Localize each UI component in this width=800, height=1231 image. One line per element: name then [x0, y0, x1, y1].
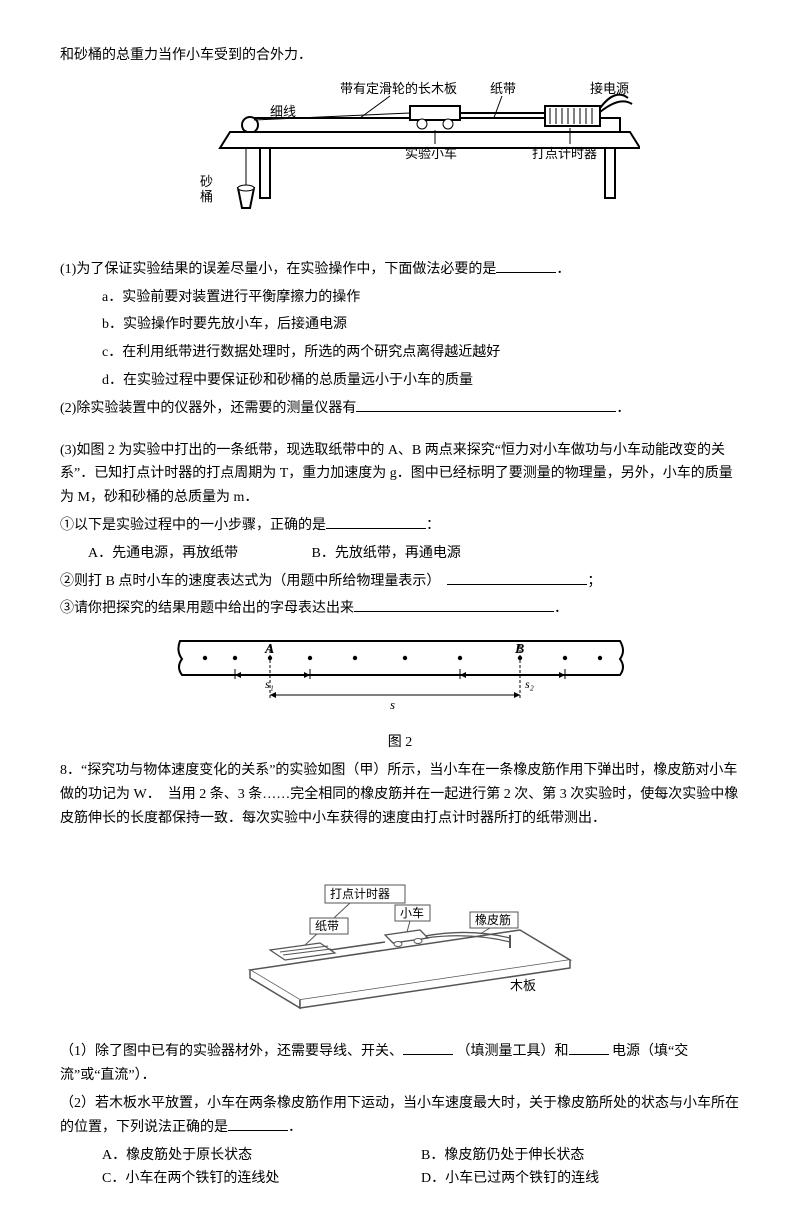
figure-q8: 木板 打点计时器 纸带 小车 橡皮筋	[60, 850, 740, 1020]
q8-sub1: （1）除了图中已有的实验器材外，还需要导线、开关、 （填测量工具）和 电源（填“…	[60, 1040, 740, 1088]
svg-text:纸带: 纸带	[315, 919, 339, 933]
svg-text:木板: 木板	[510, 978, 536, 993]
svg-text:B: B	[514, 642, 524, 657]
label-tape: 纸带	[490, 81, 516, 96]
label-cart: 实验小车	[405, 146, 457, 161]
fig2-caption: 图 2	[60, 731, 740, 755]
q8-opt-a: A．橡皮筋处于原长状态	[102, 1144, 421, 1168]
q3-sub1-options: A．先通电源，再放纸带 B．先放纸带，再通电源	[88, 542, 740, 566]
q3-sub2: ②则打 B 点时小车的速度表达式为（用题中所给物理量表示） ；	[60, 570, 740, 594]
label-power: 接电源	[590, 81, 629, 96]
q1-opt-c: c．在利用纸带进行数据处理时，所选的两个研究点离得越近越好	[102, 341, 740, 365]
q3-sub3: ③请你把探究的结果用题中给出的字母表达出来．	[60, 597, 740, 621]
label-timer: 打点计时器	[532, 146, 597, 161]
svg-text:s₁: s₁	[265, 677, 274, 691]
figure-1: 带有定滑轮的长木板 纸带 接电源 细线 砂 桶 实验小车 打点计时器	[60, 78, 740, 248]
svg-text:小车: 小车	[400, 905, 424, 920]
q2: (2)除实验装置中的仪器外，还需要的测量仪器有．	[60, 397, 740, 421]
label-board: 带有定滑轮的长木板	[340, 81, 457, 96]
label-bucket-1: 砂	[200, 174, 213, 189]
label-string: 细线	[270, 104, 296, 119]
svg-text:s₂: s₂	[525, 677, 534, 691]
q8-opt-b: B．橡皮筋仍处于伸长状态	[421, 1144, 740, 1168]
q1-stem: (1)为了保证实验结果的误差尽量小，在实验操作中，下面做法必要的是．	[60, 258, 740, 282]
svg-text:A: A	[264, 642, 274, 657]
label-bucket-2: 桶	[200, 189, 213, 204]
q1-opt-d: d．在实验过程中要保证砂和砂桶的总质量远小于小车的质量	[102, 369, 740, 393]
intro-text: 和砂桶的总重力当作小车受到的合外力．	[60, 44, 740, 68]
q1-opt-b: b．实验操作时要先放小车，后接通电源	[102, 313, 740, 337]
q3-stem: (3)如图 2 为实验中打出的一条纸带，现选取纸带中的 A、B 两点来探究“恒力…	[60, 439, 740, 510]
q8-sub2: （2）若木板水平放置，小车在两条橡皮筋作用下运动，当小车速度最大时，关于橡皮筋所…	[60, 1092, 740, 1140]
svg-text:打点计时器: 打点计时器	[330, 887, 390, 901]
q8-stem: 8．“探究功与物体速度变化的关系”的实验如图（甲）所示，当小车在一条橡皮筋作用下…	[60, 759, 740, 830]
svg-text:s: s	[390, 697, 395, 712]
figure-2: A B s₁ s₂ s	[60, 631, 740, 721]
q8-opt-d: D．小车已过两个铁钉的连线	[421, 1167, 740, 1191]
q3-sub1: ①以下是实验过程中的一小步骤，正确的是：	[60, 514, 740, 538]
svg-text:橡皮筋: 橡皮筋	[475, 912, 511, 927]
q1-opt-a: a．实验前要对装置进行平衡摩擦力的操作	[102, 286, 740, 310]
q8-opt-c: C．小车在两个铁钉的连线处	[102, 1167, 421, 1191]
